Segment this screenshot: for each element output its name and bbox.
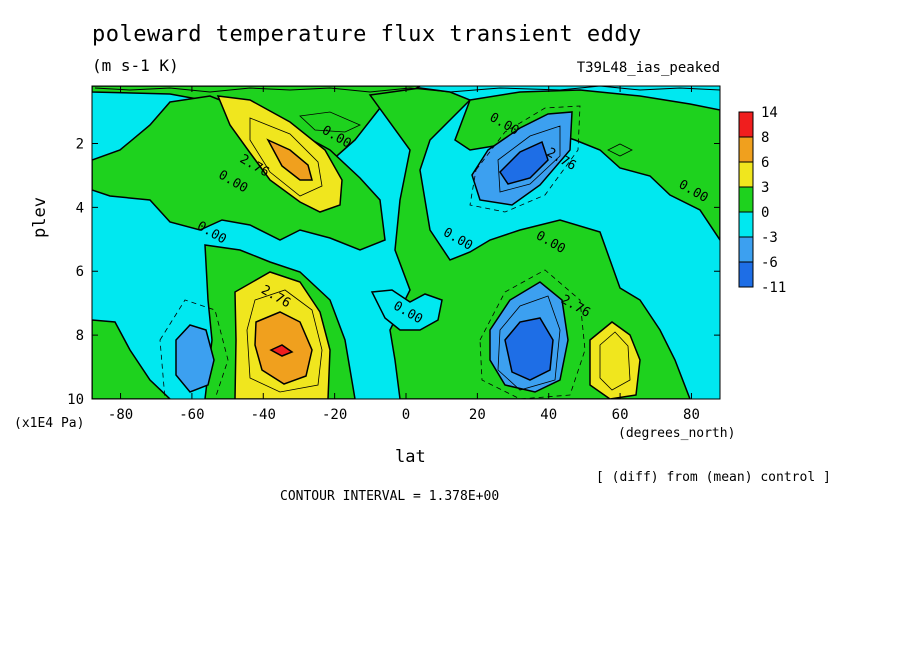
colorbar-swatch xyxy=(738,261,754,288)
y-axis: 2 4 6 8 10 xyxy=(67,136,720,408)
contour-interval: CONTOUR INTERVAL = 1.378E+00 xyxy=(280,489,500,504)
x-tick-label: 40 xyxy=(540,407,557,423)
run-label: T39L48_ias_peaked xyxy=(576,60,720,76)
chart-title: poleward temperature flux transient eddy xyxy=(92,22,642,47)
x-axis: -80 -60 -40 -20 0 20 40 60 80 xyxy=(108,86,700,423)
colorbar-label: 3 xyxy=(761,180,769,196)
colorbar-swatch xyxy=(738,186,754,213)
colorbar-label: -3 xyxy=(761,230,778,246)
y-tick-label: 4 xyxy=(76,200,84,216)
y-tick-label: 6 xyxy=(76,264,84,280)
fill-yellow-nh-lower xyxy=(589,321,641,399)
x-axis-label: lat xyxy=(395,447,426,467)
dashed-contours xyxy=(159,105,586,399)
fill-cyan-island xyxy=(370,289,443,331)
x-tick-label: 80 xyxy=(683,407,700,423)
y-tick-label: 2 xyxy=(76,136,84,152)
colorbar-swatch xyxy=(738,111,754,138)
colorbar-label: -6 xyxy=(761,255,778,271)
fill-blue-sh-lower xyxy=(175,324,215,393)
colorbar-label: 14 xyxy=(761,105,778,121)
contour-fill-layer xyxy=(92,86,720,399)
y-tick-label: 8 xyxy=(76,328,84,344)
y-tick-label: 10 xyxy=(67,392,84,408)
colorbar-swatch xyxy=(738,136,754,163)
x-tick-label: 0 xyxy=(402,407,410,423)
x-tick-label: 20 xyxy=(469,407,486,423)
x-axis-units: (degrees_north) xyxy=(618,426,736,441)
diff-note: [ (diff) from (mean) control ] xyxy=(596,470,831,485)
colorbar-swatch xyxy=(738,236,754,263)
thin-contours xyxy=(246,111,633,393)
fill-darkblue-nh-upper xyxy=(499,140,549,185)
colorbar-label: 8 xyxy=(761,130,769,146)
x-tick-label: -20 xyxy=(322,407,347,423)
colorbar: 14 8 6 3 0 -3 -6 -11 xyxy=(738,105,786,296)
x-tick-label: 60 xyxy=(612,407,629,423)
chart-units: (m s-1 K) xyxy=(92,56,179,75)
x-tick-label: -80 xyxy=(108,407,133,423)
colorbar-label: 0 xyxy=(761,205,769,221)
y-axis-label: plev xyxy=(30,197,50,238)
y-axis-units: (x1E4 Pa) xyxy=(14,416,85,431)
colorbar-swatch xyxy=(738,161,754,188)
fill-red-max xyxy=(269,344,294,357)
x-tick-label: -60 xyxy=(179,407,204,423)
fill-green-sh-edge xyxy=(92,319,172,399)
colorbar-label: 6 xyxy=(761,155,769,171)
colorbar-swatch xyxy=(738,211,754,238)
fill-orange-sh-upper xyxy=(266,138,313,181)
fill-darkblue-nh-lower xyxy=(504,317,554,381)
colorbar-label: -11 xyxy=(761,280,786,296)
x-tick-label: -40 xyxy=(251,407,276,423)
